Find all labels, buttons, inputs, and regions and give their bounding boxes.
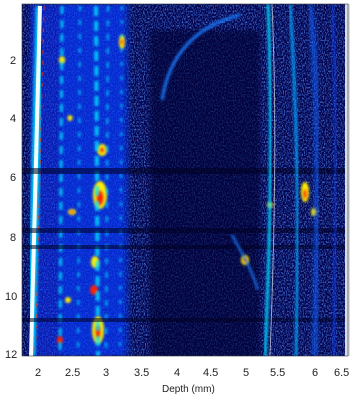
y-tick-label: 4 bbox=[10, 113, 16, 125]
right-vertical-lines bbox=[263, 4, 338, 356]
y-tick-label: 6 bbox=[10, 172, 16, 184]
y-tick-label: 12 bbox=[5, 349, 17, 361]
axes-frame bbox=[21, 3, 349, 357]
y-tick-label: 2 bbox=[10, 55, 16, 67]
y-axis: 2 4 6 8 10 12 bbox=[5, 55, 17, 361]
x-tick-label: 2.5 bbox=[65, 367, 80, 379]
y-tick-label: 10 bbox=[5, 291, 17, 303]
x-tick-label: 4 bbox=[174, 367, 180, 379]
image-plot-area bbox=[22, 4, 350, 356]
x-tick-label: 5.5 bbox=[270, 367, 285, 379]
x-tick-label: 3 bbox=[103, 367, 109, 379]
x-axis: 2 2.5 3 3.5 4 4.5 5 5.5 6 6.5 Depth (mm) bbox=[35, 367, 349, 395]
left-band-streaks bbox=[58, 5, 123, 356]
dark-region-middle bbox=[150, 30, 260, 356]
right-edge-margin bbox=[345, 4, 350, 356]
x-tick-label: 4.5 bbox=[203, 367, 218, 379]
x-tick-label: 5 bbox=[243, 367, 249, 379]
x-tick-label: 2 bbox=[35, 367, 41, 379]
x-tick-label: 3.5 bbox=[134, 367, 149, 379]
x-tick-label: 6.5 bbox=[334, 367, 349, 379]
curved-boundary-arc-lower bbox=[230, 234, 260, 291]
x-tick-label: 6 bbox=[312, 367, 318, 379]
y-tick-label: 8 bbox=[10, 232, 16, 244]
x-axis-label: Depth (mm) bbox=[162, 384, 215, 395]
horizontal-striations bbox=[22, 168, 350, 322]
curved-boundary-arc bbox=[160, 13, 241, 101]
